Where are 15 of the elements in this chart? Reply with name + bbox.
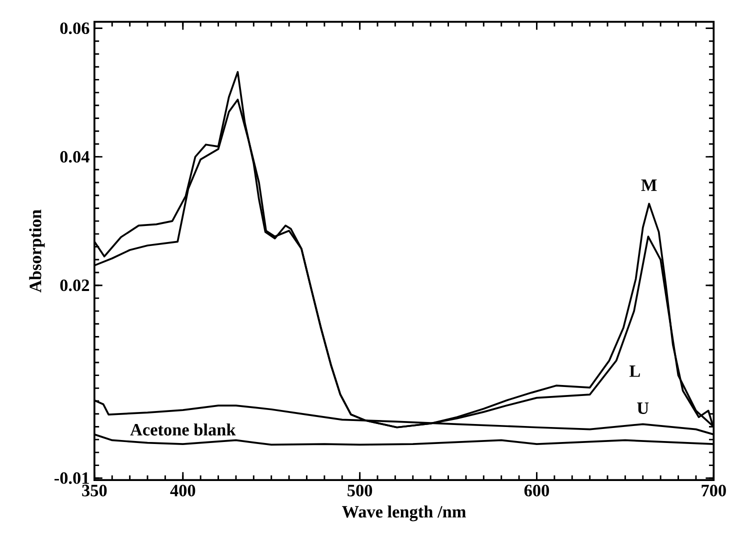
y-axis-title: Absorption [29, 210, 45, 293]
x-tick-label: 600 [524, 484, 550, 497]
x-tick-label: 400 [170, 484, 196, 497]
x-tick-label: 500 [348, 484, 372, 497]
series-label: U [637, 402, 649, 414]
series-label: L [629, 366, 640, 377]
x-axis-title: Wave length /nm [342, 506, 466, 522]
y-tick-label: 0.04 [60, 151, 90, 163]
legend-label: Acetone blank [130, 424, 236, 436]
x-tick-label: 350 [82, 484, 107, 497]
y-tick-label: 0.06 [60, 22, 90, 34]
y-tick-label: 0.02 [60, 280, 90, 292]
series-label: M [641, 180, 657, 191]
y-tick-label: -0.01 [54, 472, 89, 484]
x-tick-label: 700 [702, 484, 726, 497]
